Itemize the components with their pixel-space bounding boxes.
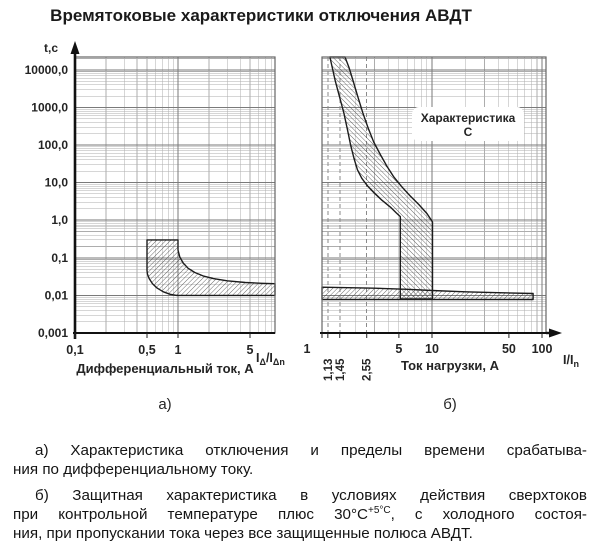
x-tick-label: 2,55 <box>362 358 374 381</box>
x-tick-label: 5 <box>247 343 254 357</box>
axes: t,c 0,1 0,5 1 5 10000,0 1000,0 100,0 10,0 1,0 0,1 0… <box>25 41 285 376</box>
x-tick-label: 1,13 <box>323 359 335 381</box>
y-tick-label: 0,1 <box>51 251 68 265</box>
x-tick-label: 1 <box>304 342 311 356</box>
x-axis-unit-label: I/In <box>563 353 579 369</box>
caption-b-line: при контрольной температуре плюс 30°С+5°… <box>13 504 587 523</box>
instant-trip-band <box>321 286 534 301</box>
axes: 1 1,13 1,45 2,55 5 10 50 100 Ток нагрузки, А I/In <box>304 328 579 381</box>
x-tick-label: 0,5 <box>138 343 155 357</box>
y-axis-label: t,c <box>44 41 58 55</box>
page-title: Времятоковые характеристики отключения А… <box>50 6 472 25</box>
x-tick-label: 1 <box>175 343 182 357</box>
x-tick-label: 100 <box>532 342 553 356</box>
caption-a-line: а) Характеристика отключения и пределы в… <box>35 442 587 459</box>
superscript-tolerance: +5°С <box>368 504 391 516</box>
y-tick-label: 0,01 <box>45 288 69 302</box>
x-tick-label: 10 <box>425 342 439 356</box>
caption-b-line: ния, при пропускании тока через все защи… <box>13 525 473 542</box>
y-tick-label: 10,0 <box>45 176 69 190</box>
chart-sub-label: а) <box>158 396 171 413</box>
svg-text:Характеристика: Характеристика <box>421 111 516 125</box>
y-tick-label: 1,0 <box>51 213 68 227</box>
y-tick-label: 1000,0 <box>31 100 68 114</box>
x-tick-label: 5 <box>395 342 402 356</box>
x-axis-label: Дифференциальный ток, А <box>76 361 254 376</box>
chart-a-differential: t,c 0,1 0,5 1 5 10000,0 1000,0 100,0 10,0 1,0 0,1 0… <box>25 41 285 413</box>
y-tick-label: 10000,0 <box>25 63 69 77</box>
x-axis-unit-label: IΔ/IΔn <box>256 351 285 367</box>
svg-text:С: С <box>464 125 473 139</box>
x-tick-label: 50 <box>502 342 516 356</box>
x-tick-label: 0,1 <box>66 343 83 357</box>
differential-trip-band <box>146 239 276 297</box>
timecurrent-charts: t,c 0,1 0,5 1 5 10000,0 1000,0 100,0 10,0 1,0 0,1 0… <box>25 41 579 413</box>
x-tick-label: 1,45 <box>335 358 347 381</box>
chart-sub-label: б) <box>443 396 457 413</box>
y-tick-label: 0,001 <box>38 326 68 340</box>
caption-a-line: ния по дифференциальному току. <box>13 461 254 478</box>
caption-b-line: б) Защитная характеристика в условиях де… <box>35 487 587 504</box>
y-tick-label: 100,0 <box>38 138 68 152</box>
captions: а) Характеристика отключения и пределы в… <box>13 441 587 543</box>
x-axis-label: Ток нагрузки, А <box>401 358 500 373</box>
